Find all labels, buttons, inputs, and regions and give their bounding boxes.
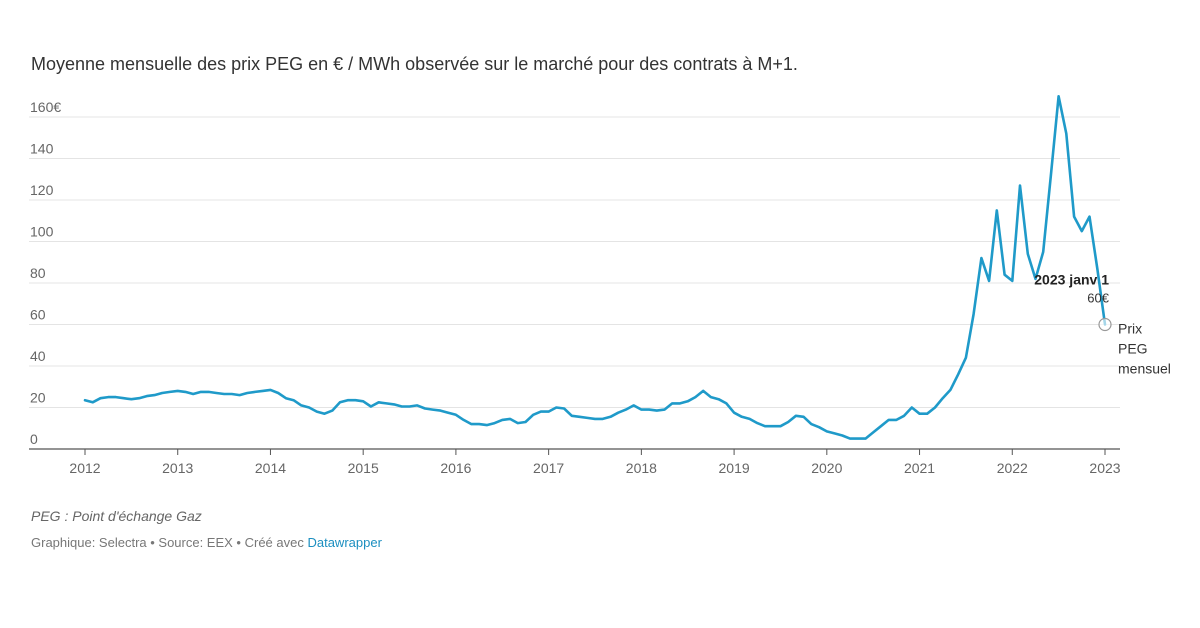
credits: Graphique: Selectra • Source: EEX • Créé…	[31, 535, 382, 550]
series-label-line: mensuel	[1118, 361, 1171, 377]
y-tick-label: 40	[30, 348, 46, 364]
y-tick-label: 80	[30, 265, 46, 281]
x-tick-label: 2015	[348, 460, 379, 476]
highlight-point	[1098, 317, 1112, 332]
chart-subtitle: Moyenne mensuelle des prix PEG en € / MW…	[31, 54, 798, 74]
series-layer	[83, 95, 1107, 440]
series-label-line: Prix	[1118, 321, 1142, 337]
y-tick-label: 0	[30, 431, 38, 447]
y-tick-label: 100	[30, 224, 54, 240]
x-tick-label: 2014	[255, 460, 286, 476]
y-axis-ticks: 0 20 40 60 80 100 120 140 160€	[30, 99, 61, 447]
annotation-title: 2023 janv 1	[1034, 272, 1109, 288]
x-tick-label: 2021	[904, 460, 935, 476]
x-axis-ticks: 2012 2013 2014 2015 2016 2017 2018 2019 2020 2021…	[69, 449, 1121, 476]
series-label-line: PEG	[1118, 341, 1148, 357]
y-tick-label: 60	[30, 307, 46, 323]
x-tick-label: 2012	[69, 460, 100, 476]
x-tick-label: 2020	[811, 460, 842, 476]
annotation-value: 60€	[1087, 291, 1109, 306]
y-tick-label: 120	[30, 182, 54, 198]
x-tick-label: 2013	[162, 460, 193, 476]
y-tick-label: 160€	[30, 99, 61, 115]
y-tick-label: 20	[30, 390, 46, 406]
gridlines	[29, 116, 1120, 450]
x-tick-label: 2022	[997, 460, 1028, 476]
series-line	[83, 95, 1107, 440]
x-tick-label: 2023	[1089, 460, 1120, 476]
datawrapper-link[interactable]: Datawrapper	[307, 535, 382, 550]
x-tick-label: 2018	[626, 460, 657, 476]
credits-text: Graphique: Selectra • Source: EEX • Créé…	[31, 535, 308, 550]
y-tick-label: 140	[30, 141, 54, 157]
annotation-layer: 2023 janv 1 60€ Prix PEG mensuel	[1034, 272, 1171, 377]
footnote: PEG : Point d'échange Gaz	[31, 508, 202, 524]
x-tick-label: 2019	[719, 460, 750, 476]
x-tick-label: 2017	[533, 460, 564, 476]
x-tick-label: 2016	[440, 460, 471, 476]
